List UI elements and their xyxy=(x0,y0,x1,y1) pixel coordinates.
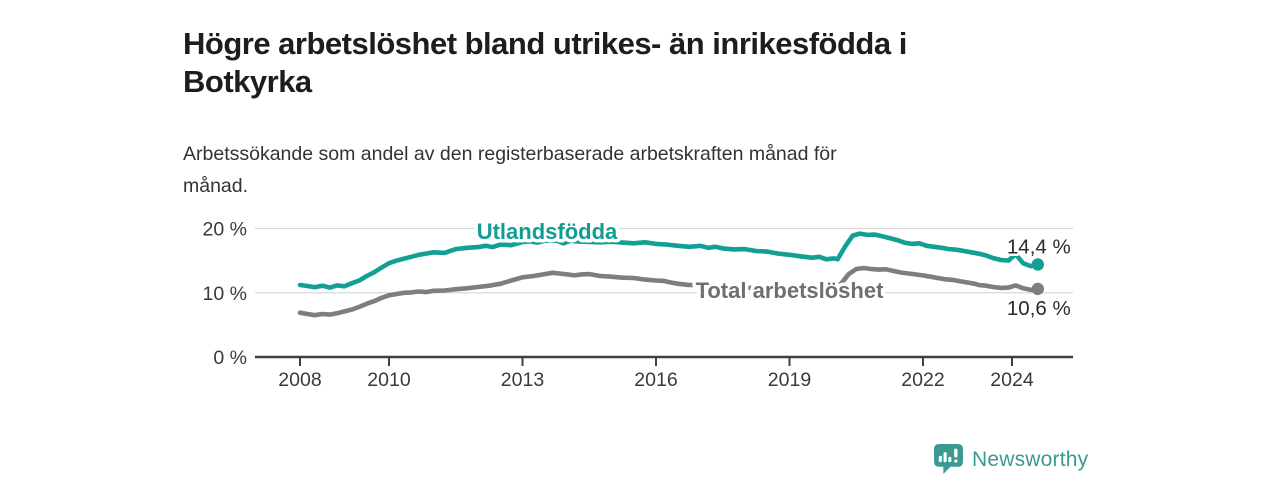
x-tick-label-2022: 2022 xyxy=(901,369,944,391)
end-value-label-total: 10,6 % xyxy=(1007,297,1071,320)
y-tick-label-10: 10 % xyxy=(203,283,247,305)
newsworthy-logo[interactable]: Newsworthy xyxy=(934,444,1088,475)
y-tick-label-20: 20 % xyxy=(203,219,247,241)
end-dot-total xyxy=(1031,282,1045,296)
y-tick-label-0: 0 % xyxy=(213,347,247,369)
series-label-total: Total arbetslöshet xyxy=(696,278,885,303)
x-tick-label-2008: 2008 xyxy=(278,369,321,391)
bar-chart-bubble-icon xyxy=(934,444,963,475)
x-tick-label-2010: 2010 xyxy=(367,369,411,391)
x-tick-label-2016: 2016 xyxy=(634,369,677,391)
end-value-label-utlandsfodda: 14,4 % xyxy=(1007,235,1071,258)
end-dot-utlandsfodda xyxy=(1031,258,1045,271)
series-line-utlandsfodda xyxy=(297,231,1041,290)
x-tick-label-2019: 2019 xyxy=(768,369,811,391)
x-tick-label-2013: 2013 xyxy=(501,369,544,391)
newsworthy-brand-name: Newsworthy xyxy=(972,447,1089,471)
unemployment-line-chart: Utlandsfödda Total arbetslöshet 2008 2010 20… xyxy=(202,218,1073,391)
chart-title: Högre arbetslöshet bland utrikes- än inr… xyxy=(183,25,907,99)
x-tick-label-2024: 2024 xyxy=(990,369,1034,391)
series-line-total xyxy=(297,265,1041,318)
chart-canvas: Utlandsfödda Total arbetslöshet 2008 2010 20… xyxy=(202,218,1073,391)
series-label-utlandsfodda: Utlandsfödda xyxy=(477,219,618,244)
chart-subtitle: Arbetssökande som andel av den registerb… xyxy=(183,142,837,197)
